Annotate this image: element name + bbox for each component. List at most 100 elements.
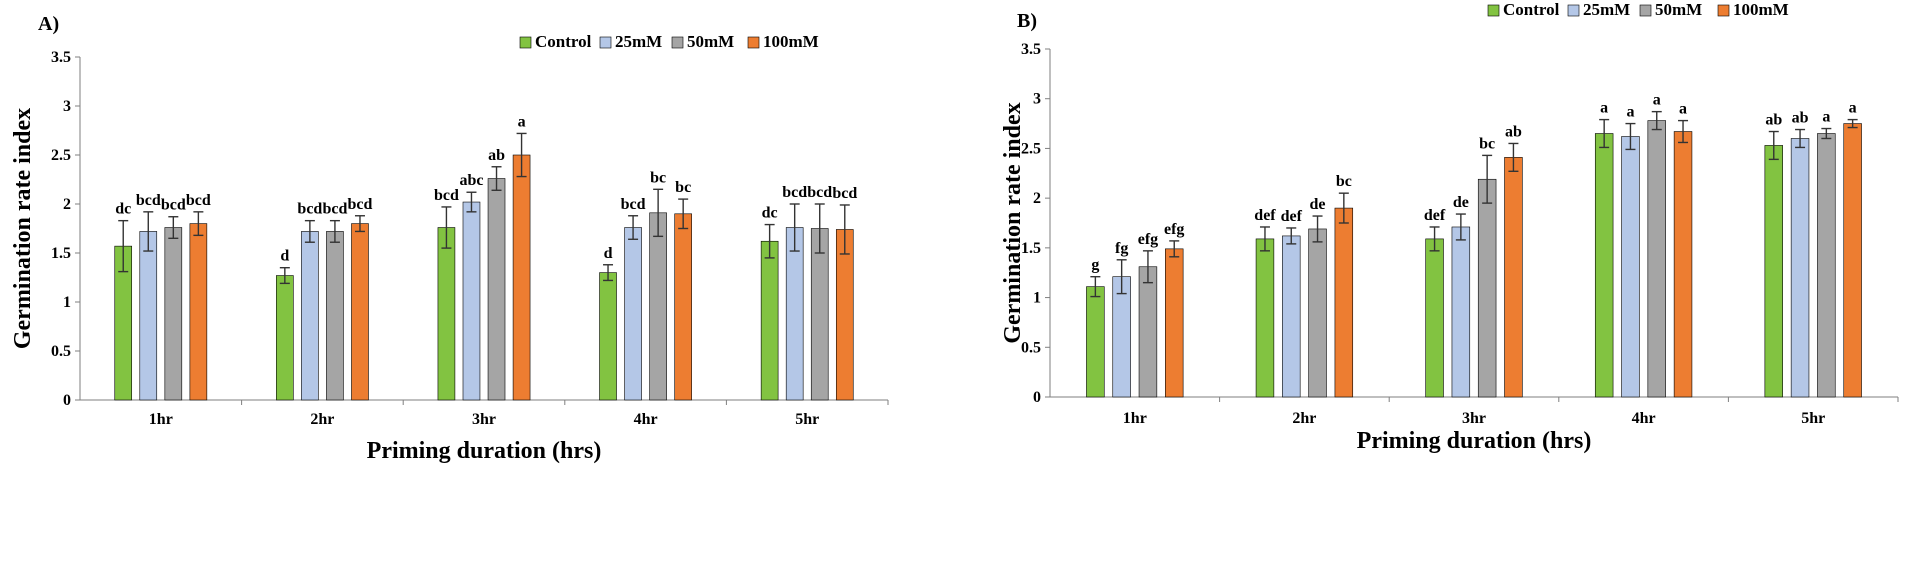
bar-100mm-1hr <box>1165 248 1184 398</box>
panel-label: B) <box>1017 10 1037 32</box>
significance-label: efg <box>1138 231 1158 248</box>
significance-label: bcd <box>782 184 807 201</box>
bar-control-3hr <box>1425 238 1444 398</box>
bar-25mm-1hr <box>1112 276 1131 398</box>
legend-swatch <box>1639 4 1652 17</box>
legend-label: 25mM <box>615 32 662 51</box>
significance-label: bc <box>650 169 666 186</box>
significance-label: d <box>604 245 613 262</box>
x-category-label: 1hr <box>1123 410 1147 427</box>
bar-50mm-4hr <box>649 212 667 401</box>
bar-50mm-3hr <box>487 178 506 401</box>
y-tick-label: 1.5 <box>1021 240 1041 257</box>
significance-label: dc <box>762 205 778 222</box>
bar-control-2hr <box>1255 238 1275 398</box>
bar-50mm-4hr <box>1647 120 1666 398</box>
significance-label: bc <box>675 179 691 196</box>
x-axis-title: Priming duration (hrs) <box>367 438 602 464</box>
legend-swatch <box>599 36 612 49</box>
bar-100mm-4hr <box>674 213 692 401</box>
significance-label: bcd <box>832 185 857 202</box>
y-tick-label: 1.5 <box>51 245 71 262</box>
significance-label: bcd <box>348 196 373 213</box>
x-category-label: 4hr <box>634 411 658 428</box>
significance-label: bc <box>1336 173 1352 190</box>
significance-label: ab <box>1765 112 1782 129</box>
significance-label: def <box>1254 207 1276 224</box>
bar-control-1hr <box>1086 286 1105 398</box>
significance-label: de <box>1453 194 1469 211</box>
significance-label: abc <box>459 172 483 189</box>
bar-25mm-3hr <box>1451 226 1471 398</box>
bar-25mm-1hr <box>139 231 158 401</box>
bar-50mm-2hr <box>326 231 344 401</box>
y-tick-label: 3.5 <box>51 49 71 66</box>
y-tick-label: 0.5 <box>1021 339 1041 356</box>
significance-label: bcd <box>186 192 211 209</box>
significance-label: efg <box>1164 221 1184 238</box>
significance-label: dc <box>115 201 131 218</box>
legend-swatch <box>1717 4 1730 17</box>
y-axis-title: Germination rate index <box>10 108 36 349</box>
bar-25mm-2hr <box>1282 235 1301 398</box>
bar-100mm-3hr <box>1504 157 1523 398</box>
y-tick-label: 2 <box>1033 190 1041 207</box>
bar-control-5hr <box>760 240 779 401</box>
significance-label: bcd <box>136 192 161 209</box>
significance-label: bcd <box>322 201 347 218</box>
x-category-label: 5hr <box>795 411 819 428</box>
bar-50mm-2hr <box>1308 228 1327 398</box>
x-category-label: 2hr <box>310 411 334 428</box>
y-axis-title: Germination rate index <box>1000 102 1026 343</box>
y-tick-label: 2 <box>63 196 71 213</box>
bar-50mm-1hr <box>164 227 183 401</box>
y-tick-label: 2.5 <box>51 147 71 164</box>
bar-100mm-4hr <box>1673 131 1693 398</box>
panel-label: A) <box>38 13 59 35</box>
significance-label: fg <box>1115 240 1128 257</box>
bar-50mm-5hr <box>1817 133 1836 398</box>
legend-label: 50mM <box>687 32 734 51</box>
significance-label: ab <box>1792 110 1809 127</box>
y-tick-label: 1 <box>1033 290 1041 307</box>
significance-label: a <box>1822 109 1830 126</box>
y-tick-label: 3 <box>63 98 71 115</box>
legend-swatch <box>747 36 760 49</box>
significance-label: bcd <box>621 196 646 213</box>
y-tick-label: 2.5 <box>1021 140 1041 157</box>
bar-50mm-1hr <box>1138 266 1158 398</box>
significance-label: a <box>1849 100 1857 117</box>
y-tick-label: 3.5 <box>1021 41 1041 58</box>
x-category-label: 1hr <box>149 411 173 428</box>
significance-label: a <box>1653 92 1661 109</box>
legend-label: Control <box>535 32 592 51</box>
y-tick-label: 3 <box>1033 91 1041 108</box>
bar-control-4hr <box>1594 133 1614 398</box>
significance-label: de <box>1310 196 1326 213</box>
bar-25mm-3hr <box>462 201 481 401</box>
bar-control-5hr <box>1764 145 1783 398</box>
x-axis-title: Priming duration (hrs) <box>1357 428 1592 454</box>
bar-control-3hr <box>437 227 456 401</box>
significance-label: d <box>280 248 289 265</box>
significance-label: a <box>1626 104 1634 121</box>
legend-swatch <box>519 36 532 49</box>
significance-label: bcd <box>161 197 186 214</box>
bar-25mm-2hr <box>301 231 319 401</box>
significance-label: bc <box>1479 135 1495 152</box>
legend-label: 25mM <box>1583 0 1630 19</box>
significance-label: def <box>1424 207 1446 224</box>
bar-25mm-5hr <box>785 227 804 401</box>
y-tick-label: 1 <box>63 294 71 311</box>
bar-100mm-3hr <box>512 154 531 401</box>
legend-swatch <box>1487 4 1500 17</box>
x-category-label: 5hr <box>1801 410 1825 427</box>
significance-label: bcd <box>434 187 459 204</box>
bar-control-4hr <box>599 272 617 401</box>
y-tick-label: 0 <box>63 392 71 409</box>
bar-100mm-5hr <box>835 229 854 401</box>
y-tick-label: 0 <box>1033 389 1041 406</box>
bar-control-2hr <box>276 275 294 401</box>
